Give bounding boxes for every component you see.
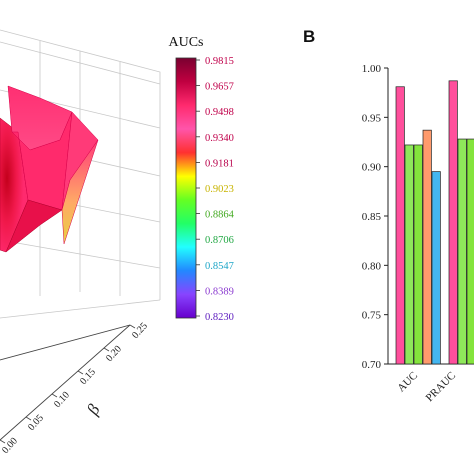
beta-tick-mark [0, 439, 6, 444]
bar-auc-series-5 [431, 171, 441, 365]
beta-tick-label: 0.25 [130, 321, 150, 341]
panel-label-b: B [303, 27, 315, 46]
x-category-label: PRAUC [424, 370, 458, 404]
beta-tick-mark [51, 393, 58, 398]
colorbar-ticks: 0.9815 0.9657 0.9498 0.9340 0.9181 0.9023 0.88… [196, 56, 235, 323]
beta-axis: 0.25 0.20 0.15 0.10 0.05 0.00 [0, 321, 150, 456]
bar-auc-series-2 [404, 144, 414, 365]
y-tick-label: 0.75 [362, 310, 382, 322]
colorbar-tick-label: 0.8706 [205, 235, 234, 246]
colorbar: AUCs 0.9815 0.9657 0.9498 0.9340 0.9181 0.902… [168, 35, 234, 323]
colorbar-tick-label: 0.8864 [205, 210, 235, 221]
surface-mesh [0, 85, 99, 253]
bar-auc-series-3 [413, 144, 423, 365]
y-tick-label: 0.90 [362, 162, 382, 174]
bar-auc-series-1 [395, 86, 405, 365]
beta-axis-label: β [83, 401, 104, 419]
beta-tick-mark [25, 416, 32, 421]
bar-prauc-series-1 [448, 80, 458, 365]
y-tick-label: 1.00 [362, 63, 382, 75]
surface-base-axes [0, 324, 131, 441]
bar-series [395, 80, 474, 365]
colorbar-tick-label: 0.9181 [205, 158, 234, 169]
colorbar-tick-label: 0.9657 [205, 82, 234, 93]
beta-tick-label: 0.20 [104, 344, 124, 364]
surface-patch-tip [61, 139, 99, 245]
surface-patch-shadow [5, 199, 63, 253]
beta-tick-label: 0.10 [52, 390, 72, 410]
colorbar-tick-label: 0.9023 [205, 184, 234, 195]
beta-tick-mark [103, 347, 110, 352]
colorbar-title: AUCs [168, 35, 203, 50]
colorbar-tick-label: 0.8547 [205, 261, 234, 272]
beta-tick-label: 0.05 [26, 413, 46, 433]
beta-tick-label: 0.00 [0, 436, 20, 456]
bar-prauc-series-2 [457, 138, 467, 365]
bar-prauc-series-3 [466, 138, 474, 365]
colorbar-tick-label: 0.9815 [205, 56, 234, 67]
surface-panel: 0.25 0.20 0.15 0.10 0.05 0.00 β [0, 29, 161, 456]
y-tick-label: 0.85 [362, 211, 382, 223]
beta-tick-label: 0.15 [78, 367, 98, 387]
colorbar-gradient [175, 57, 197, 319]
colorbar-tick-label: 0.8230 [205, 312, 234, 323]
colorbar-tick-label: 0.9498 [205, 107, 234, 118]
bar-x-axis: AUC PRAUC [395, 370, 458, 404]
bar-auc-series-4 [422, 129, 432, 365]
beta-tick-mark [129, 324, 136, 329]
bar-panel: B 0.70 0.75 0.80 0.85 0.90 0.95 1.00 AUC PRAUC [303, 27, 474, 404]
bar-y-axis: 0.70 0.75 0.80 0.85 0.90 0.95 1.00 [362, 63, 474, 371]
y-tick-label: 0.80 [362, 260, 382, 272]
beta-tick-mark [77, 370, 84, 375]
colorbar-tick-label: 0.9340 [205, 133, 234, 144]
colorbar-tick-label: 0.8389 [205, 286, 234, 297]
x-category-label: AUC [395, 370, 420, 395]
y-tick-label: 0.70 [362, 359, 382, 371]
y-tick-label: 0.95 [362, 112, 382, 124]
